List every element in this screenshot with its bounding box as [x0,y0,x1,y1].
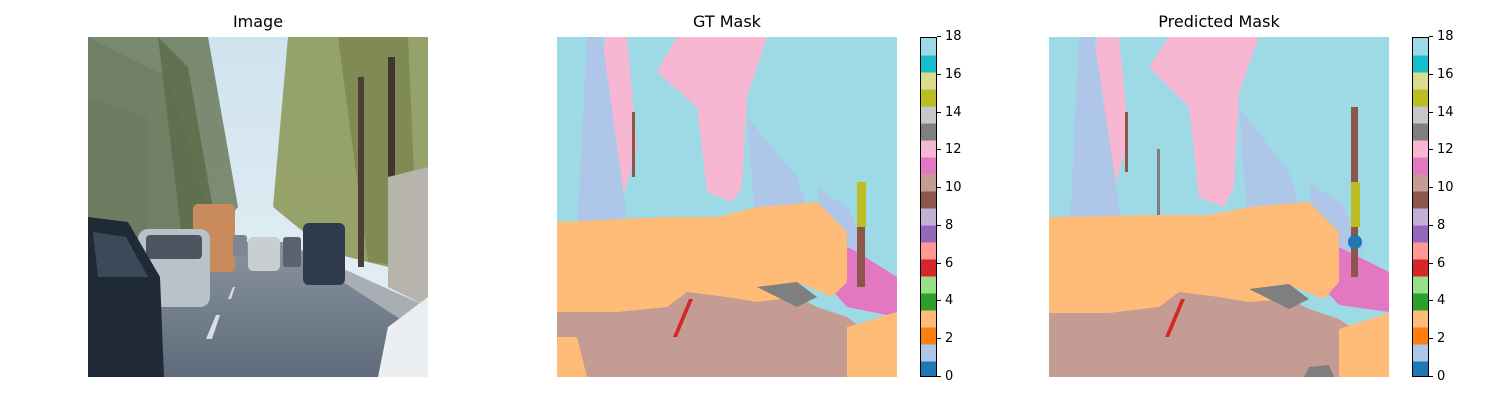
colorbar-tick-label: 8 [1429,219,1445,233]
colorbar-swatch [921,276,937,294]
colorbar-tick-label: 0 [937,370,953,384]
colorbar-tick-label: 12 [937,143,962,157]
gt-mask-colorbar [920,37,937,377]
colorbar-swatch [921,72,937,90]
colorbar-swatch [921,89,937,107]
colorbar-swatch [921,242,937,260]
colorbar-tick-label: 12 [1429,143,1454,157]
colorbar-swatch [1413,259,1429,277]
colorbar-tick-label: 0 [1429,370,1445,384]
colorbar-swatch [921,259,937,277]
colorbar-swatch [921,225,937,243]
colorbar-swatch [1413,293,1429,311]
colorbar-tick-label: 2 [937,332,953,346]
colorbar-swatch [921,157,937,175]
colorbar-swatch [1413,225,1429,243]
colorbar-swatch [921,140,937,158]
colorbar-tick-label: 4 [937,294,953,308]
colorbar-swatch [921,123,937,141]
colorbar-swatch [921,55,937,73]
colorbar-tick-label: 10 [1429,181,1454,195]
colorbar-swatch [1413,276,1429,294]
colorbar-swatch [1413,106,1429,124]
colorbar-swatch [921,38,937,56]
predicted-mask-title: Predicted Mask [1049,12,1389,31]
colorbar-swatch [1413,140,1429,158]
colorbar-swatch [1413,310,1429,328]
colorbar-tick-label: 6 [937,257,953,271]
colorbar-swatch [1413,55,1429,73]
colorbar-swatch [1413,123,1429,141]
predicted-mask-colorbar-ticks: 0 2 4 6 8 10 12 14 16 18 [1429,37,1489,377]
colorbar-tick-label: 14 [1429,106,1454,120]
colorbar-tick-label: 18 [1429,30,1454,44]
colorbar-swatch [921,174,937,192]
gt-mask-title: GT Mask [557,12,897,31]
colorbar-swatch [1413,344,1429,362]
gt-mask [557,37,897,377]
colorbar-swatch [1413,174,1429,192]
colorbar-swatch [1413,327,1429,345]
street-photo [88,37,428,377]
colorbar-swatch [1413,361,1429,377]
image-title: Image [88,12,428,31]
colorbar-swatch [1413,191,1429,209]
colorbar-swatch [921,191,937,209]
colorbar-swatch [1413,38,1429,56]
colorbar-swatch [1413,157,1429,175]
colorbar-swatch [921,344,937,362]
colorbar-tick-label: 16 [1429,68,1454,82]
predicted-mask-colorbar [1412,37,1429,377]
colorbar-swatch [1413,72,1429,90]
colorbar-tick-label: 16 [937,68,962,82]
colorbar-swatch [921,106,937,124]
colorbar-swatch [1413,89,1429,107]
colorbar-swatch [921,310,937,328]
colorbar-swatch [921,293,937,311]
predicted-mask [1049,37,1389,377]
colorbar-tick-label: 6 [1429,257,1445,271]
colorbar-tick-label: 14 [937,106,962,120]
colorbar-swatch [921,208,937,226]
gt-mask-colorbar-ticks: 0 2 4 6 8 10 12 14 16 18 [937,37,997,377]
colorbar-swatch [1413,242,1429,260]
colorbar-tick-label: 2 [1429,332,1445,346]
colorbar-swatch [921,327,937,345]
colorbar-tick-label: 10 [937,181,962,195]
colorbar-swatch [1413,208,1429,226]
colorbar-tick-label: 8 [937,219,953,233]
colorbar-tick-label: 18 [937,30,962,44]
colorbar-tick-label: 4 [1429,294,1445,308]
colorbar-swatch [921,361,937,377]
